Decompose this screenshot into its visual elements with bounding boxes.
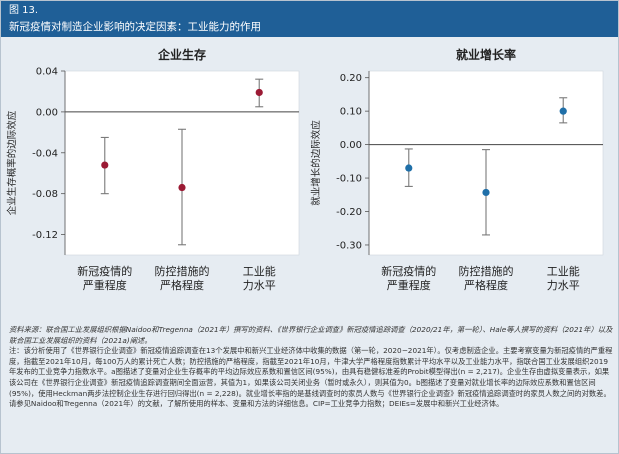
- x-category-label: 防控措施的: [155, 264, 210, 278]
- data-point: [255, 88, 263, 97]
- data-point: [405, 164, 413, 172]
- y-axis-label: 就业增长的边际效应: [310, 120, 322, 206]
- data-point: [482, 188, 490, 197]
- data-point: [101, 161, 109, 169]
- x-category-label: 工业能: [243, 264, 276, 278]
- figure-notes: 资料来源：联合国工业发展组织根据Naidoo和Tregenna（2021年）撰写…: [9, 325, 613, 410]
- y-tick-label: 0.00: [340, 140, 362, 151]
- x-category-label: 严格程度: [160, 278, 204, 292]
- methodology-note: 注：该分析使用了《世界银行企业调查》新冠疫情追踪调查在13个发展中和新兴工业经济…: [9, 346, 613, 409]
- x-category-label: 工业能: [547, 264, 580, 278]
- figure-label: 图 13.: [9, 5, 39, 16]
- data-point: [178, 183, 186, 192]
- figure-header: 图 13. 新冠疫情对制造企业影响的决定因素：工业能力的作用: [1, 1, 618, 37]
- chart-title: 企业生存: [157, 47, 206, 62]
- x-category-label: 严格程度: [464, 278, 508, 292]
- y-tick-label: -0.04: [32, 148, 58, 159]
- chart-employment-growth: 就业增长率 0.20 0.10 0.00 -0.10 -0.20 -0.30 就业增长的边际效…: [310, 47, 604, 292]
- chart-title: 就业增长率: [456, 47, 516, 62]
- y-tick-label: -0.20: [336, 207, 362, 218]
- y-tick-label: 0.10: [340, 107, 362, 118]
- y-tick-label: -0.12: [32, 230, 58, 241]
- y-axis-label: 企业生存概率的边际效应: [6, 110, 18, 215]
- x-category-label: 防控措施的: [459, 264, 514, 278]
- y-tick-label: 0.20: [340, 73, 362, 84]
- x-category-label: 严重程度: [83, 278, 127, 292]
- data-point: [559, 107, 567, 115]
- chart-firm-survival: 企业生存 0.04 0.00 -0.04 -0.08 -0.12 企业生存概率的边际效应新冠…: [6, 47, 300, 292]
- y-tick-label: -0.30: [336, 240, 362, 251]
- chart-panel-firm-survival: 企业生存 0.04 0.00 -0.04 -0.08 -0.12 企业生存概率的边际效应新冠…: [3, 41, 305, 323]
- chart-panel-employment-growth: 就业增长率 0.20 0.10 0.00 -0.10 -0.20 -0.30 就业增长的边际效…: [307, 41, 609, 323]
- x-category-label: 力水平: [547, 279, 580, 292]
- x-category-label: 力水平: [243, 279, 276, 292]
- y-tick-label: 0.00: [36, 107, 58, 118]
- y-tick-label: 0.04: [36, 67, 58, 78]
- x-category-label: 新冠疫情的: [77, 264, 132, 278]
- source-note: 资料来源：联合国工业发展组织根据Naidoo和Tregenna（2021年）撰写…: [9, 325, 613, 345]
- y-tick-label: -0.10: [336, 174, 362, 185]
- figure-title: 新冠疫情对制造企业影响的决定因素：工业能力的作用: [9, 21, 261, 33]
- x-category-label: 严重程度: [387, 278, 431, 292]
- y-tick-label: -0.08: [32, 189, 58, 200]
- x-category-label: 新冠疫情的: [381, 264, 436, 278]
